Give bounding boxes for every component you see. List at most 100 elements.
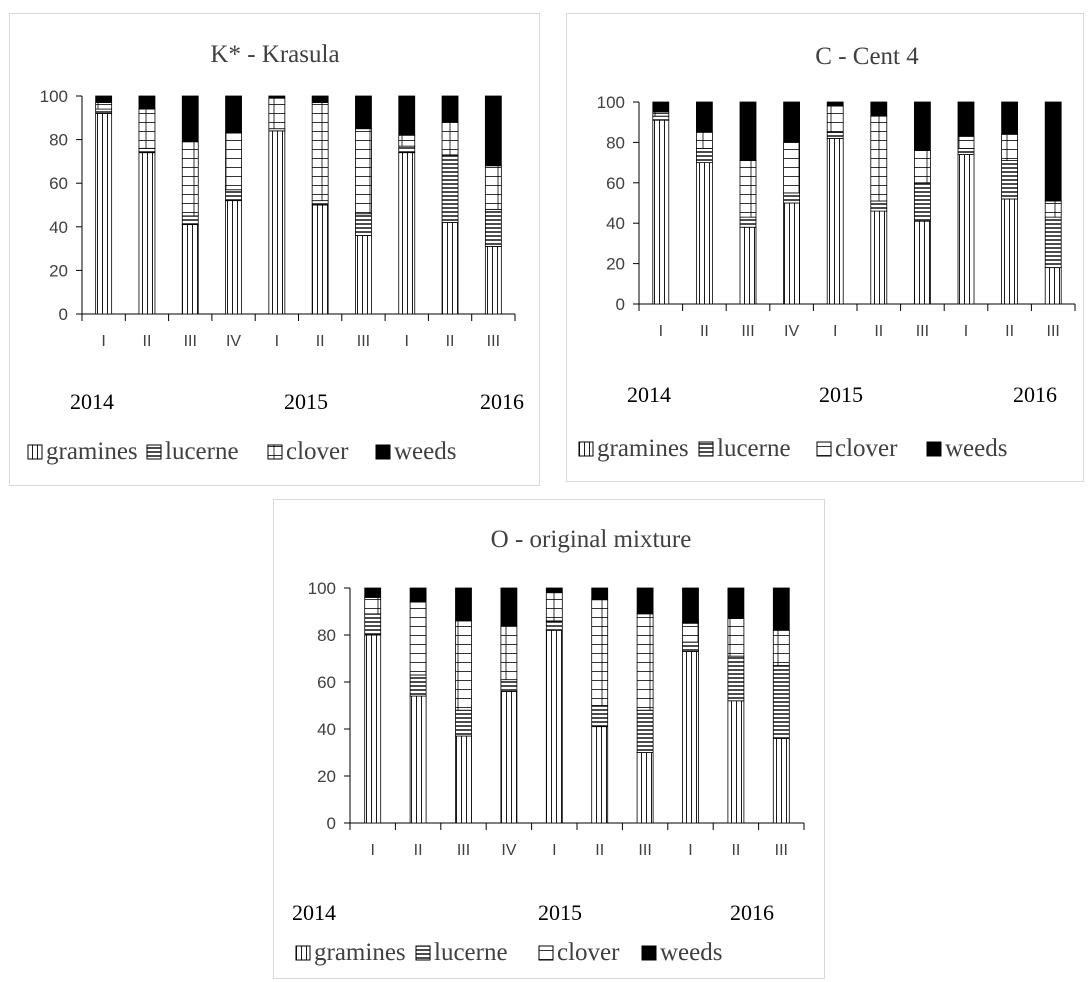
bar-lucerne xyxy=(772,665,790,739)
bar-clover xyxy=(398,134,416,147)
legend-swatch-gramines xyxy=(27,444,43,460)
bar-gramines xyxy=(772,737,790,824)
legend-swatch-lucerne xyxy=(146,444,162,460)
bar-lucerne xyxy=(545,620,563,631)
x-tick-label: III xyxy=(357,333,370,350)
x-tick-label: II xyxy=(1005,323,1014,340)
x-tick-label: III xyxy=(741,323,754,340)
bar-clover xyxy=(138,108,156,149)
y-tick-label: 20 xyxy=(49,261,68,280)
x-tick-label: IV xyxy=(226,333,241,350)
bar-clover xyxy=(695,131,713,149)
bar-lucerne xyxy=(913,182,931,222)
y-tick-label: 80 xyxy=(606,133,625,152)
legend-swatch-gramines xyxy=(295,945,311,961)
bar-gramines xyxy=(441,222,459,315)
x-tick-label: I xyxy=(659,323,663,340)
bar-weeds xyxy=(225,95,242,134)
bar-lucerne xyxy=(1044,216,1062,269)
bar-lucerne xyxy=(652,115,670,121)
bar-gramines xyxy=(95,113,113,315)
bar-gramines xyxy=(957,154,975,305)
bar-weeds xyxy=(652,101,670,113)
bar-clover xyxy=(225,132,242,191)
bar-lucerne xyxy=(500,679,518,692)
y-tick-label: 0 xyxy=(327,814,336,833)
bar-lucerne xyxy=(783,192,801,204)
bar-lucerne xyxy=(225,189,242,202)
legend-swatch-clover xyxy=(538,945,554,961)
legend-label-weeds: weeds xyxy=(660,939,722,966)
bar-lucerne xyxy=(398,145,416,154)
y-tick-label: 20 xyxy=(606,255,625,274)
x-tick-label: II xyxy=(143,333,152,350)
bar-gramines xyxy=(636,752,654,824)
y-tick-label: 100 xyxy=(40,87,68,106)
legend-swatch-weeds xyxy=(641,945,657,961)
y-tick-label: 80 xyxy=(317,626,336,645)
bar-lucerne xyxy=(138,147,156,154)
bar-gramines xyxy=(409,695,427,824)
bar-lucerne xyxy=(455,709,472,737)
bar-weeds xyxy=(739,101,757,161)
bar-gramines xyxy=(739,226,757,305)
bar-gramines xyxy=(455,735,472,824)
bar-weeds xyxy=(484,95,502,167)
bar-lucerne xyxy=(826,131,844,139)
bar-clover xyxy=(1001,133,1019,161)
x-tick-label: I xyxy=(101,333,105,350)
bar-weeds xyxy=(682,587,699,624)
bar-clover xyxy=(95,102,113,110)
chart-title: K* - Krasula xyxy=(210,41,339,68)
year-label: 2016 xyxy=(480,389,524,414)
bar-gramines xyxy=(500,690,518,824)
chart-panel-original-mixture: O - original mixture 0 20 40 60 80 100 I II III IV… xyxy=(273,499,825,979)
bar-clover xyxy=(409,601,427,676)
bar-clover xyxy=(364,597,382,615)
x-tick-label: III xyxy=(1047,323,1060,340)
bar-clover xyxy=(826,105,844,133)
bar-clover xyxy=(441,121,459,156)
bar-clover xyxy=(727,618,745,657)
x-tick-label: I xyxy=(275,333,279,350)
bar-lucerne xyxy=(441,154,459,223)
legend-label-clover: clover xyxy=(286,438,349,465)
bar-gramines xyxy=(1001,198,1019,305)
x-tick-label: II xyxy=(874,323,883,340)
bar-gramines xyxy=(484,246,502,315)
bar-lucerne xyxy=(311,200,329,206)
bar-lucerne xyxy=(1001,160,1019,200)
year-label: 2016 xyxy=(730,900,774,925)
bar-weeds xyxy=(268,95,286,99)
x-tick-label: IV xyxy=(501,842,516,859)
bar-gramines xyxy=(591,726,609,824)
bar-weeds xyxy=(138,95,156,110)
bar-weeds xyxy=(364,587,382,598)
bar-gramines xyxy=(181,224,199,315)
year-label: 2014 xyxy=(292,900,336,925)
bar-gramines xyxy=(545,629,563,824)
bar-gramines xyxy=(783,202,801,305)
year-label: 2015 xyxy=(819,382,863,407)
bar-lucerne xyxy=(355,213,372,236)
bar-clover xyxy=(739,160,757,218)
bar-clover xyxy=(355,128,372,215)
bar-clover xyxy=(311,102,329,202)
bar-weeds xyxy=(727,587,745,619)
bar-lucerne xyxy=(591,705,609,728)
y-tick-label: 60 xyxy=(49,174,68,193)
bar-gramines xyxy=(727,700,745,824)
bar-gramines xyxy=(913,220,931,305)
legend-label-clover: clover xyxy=(557,939,620,966)
bar-clover xyxy=(591,599,609,706)
bar-weeds xyxy=(636,587,654,615)
legend-swatch-clover xyxy=(267,444,283,460)
chart-panel-cent4: C - Cent 4 0 20 40 60 80 100 I II III IV I II III I II I… xyxy=(566,13,1084,482)
y-tick-label: 60 xyxy=(606,174,625,193)
year-label: 2016 xyxy=(1013,382,1057,407)
bar-clover xyxy=(545,592,563,622)
bar-clover xyxy=(484,165,502,210)
x-tick-label: IV xyxy=(784,323,799,340)
bar-gramines xyxy=(225,200,242,315)
